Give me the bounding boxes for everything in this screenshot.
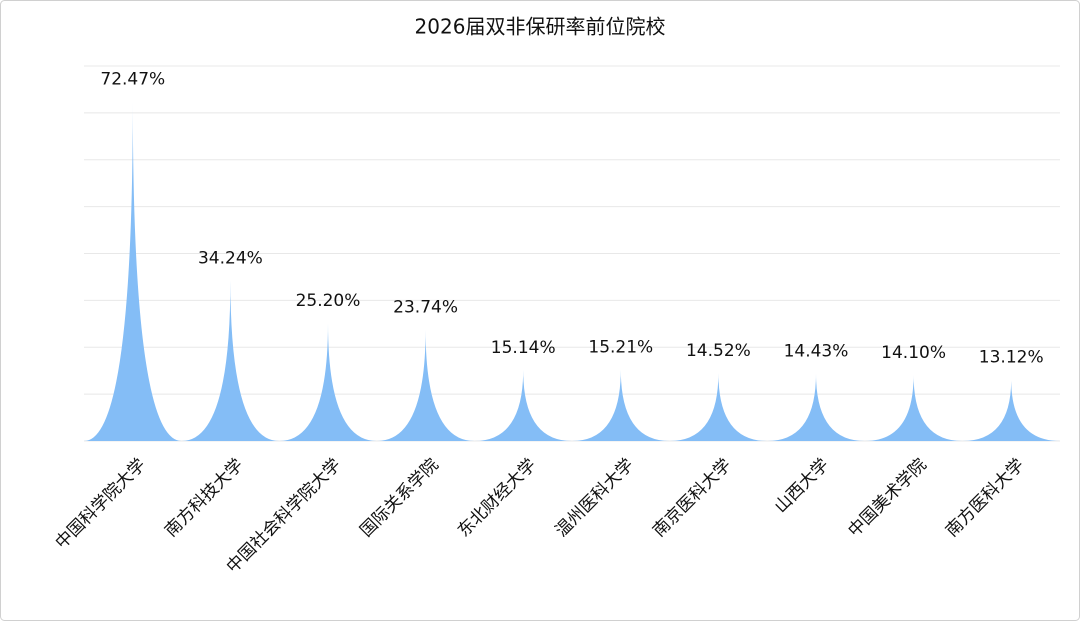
spike-bar	[181, 280, 280, 441]
chart-title: 2026届双非保研率前位院校	[415, 15, 666, 39]
data-label: 14.43%	[784, 341, 849, 361]
spike-bar	[767, 373, 865, 441]
spike-bar	[864, 374, 963, 441]
spike-bar	[84, 101, 182, 441]
spike-bar	[962, 379, 1060, 441]
data-label: 25.20%	[296, 291, 361, 311]
data-label: 15.21%	[588, 338, 653, 358]
data-label: 72.47%	[100, 69, 165, 89]
data-label: 23.74%	[393, 298, 458, 318]
data-label: 14.10%	[881, 343, 946, 363]
data-label: 34.24%	[198, 249, 263, 269]
data-label: 15.14%	[491, 338, 556, 358]
spike-bar	[572, 369, 670, 441]
spike-bar	[376, 329, 475, 441]
spike-bar	[474, 370, 572, 441]
spike-bar	[279, 322, 377, 441]
spike-bar	[669, 372, 768, 441]
data-label: 13.12%	[979, 348, 1044, 368]
data-label: 14.52%	[686, 341, 751, 361]
